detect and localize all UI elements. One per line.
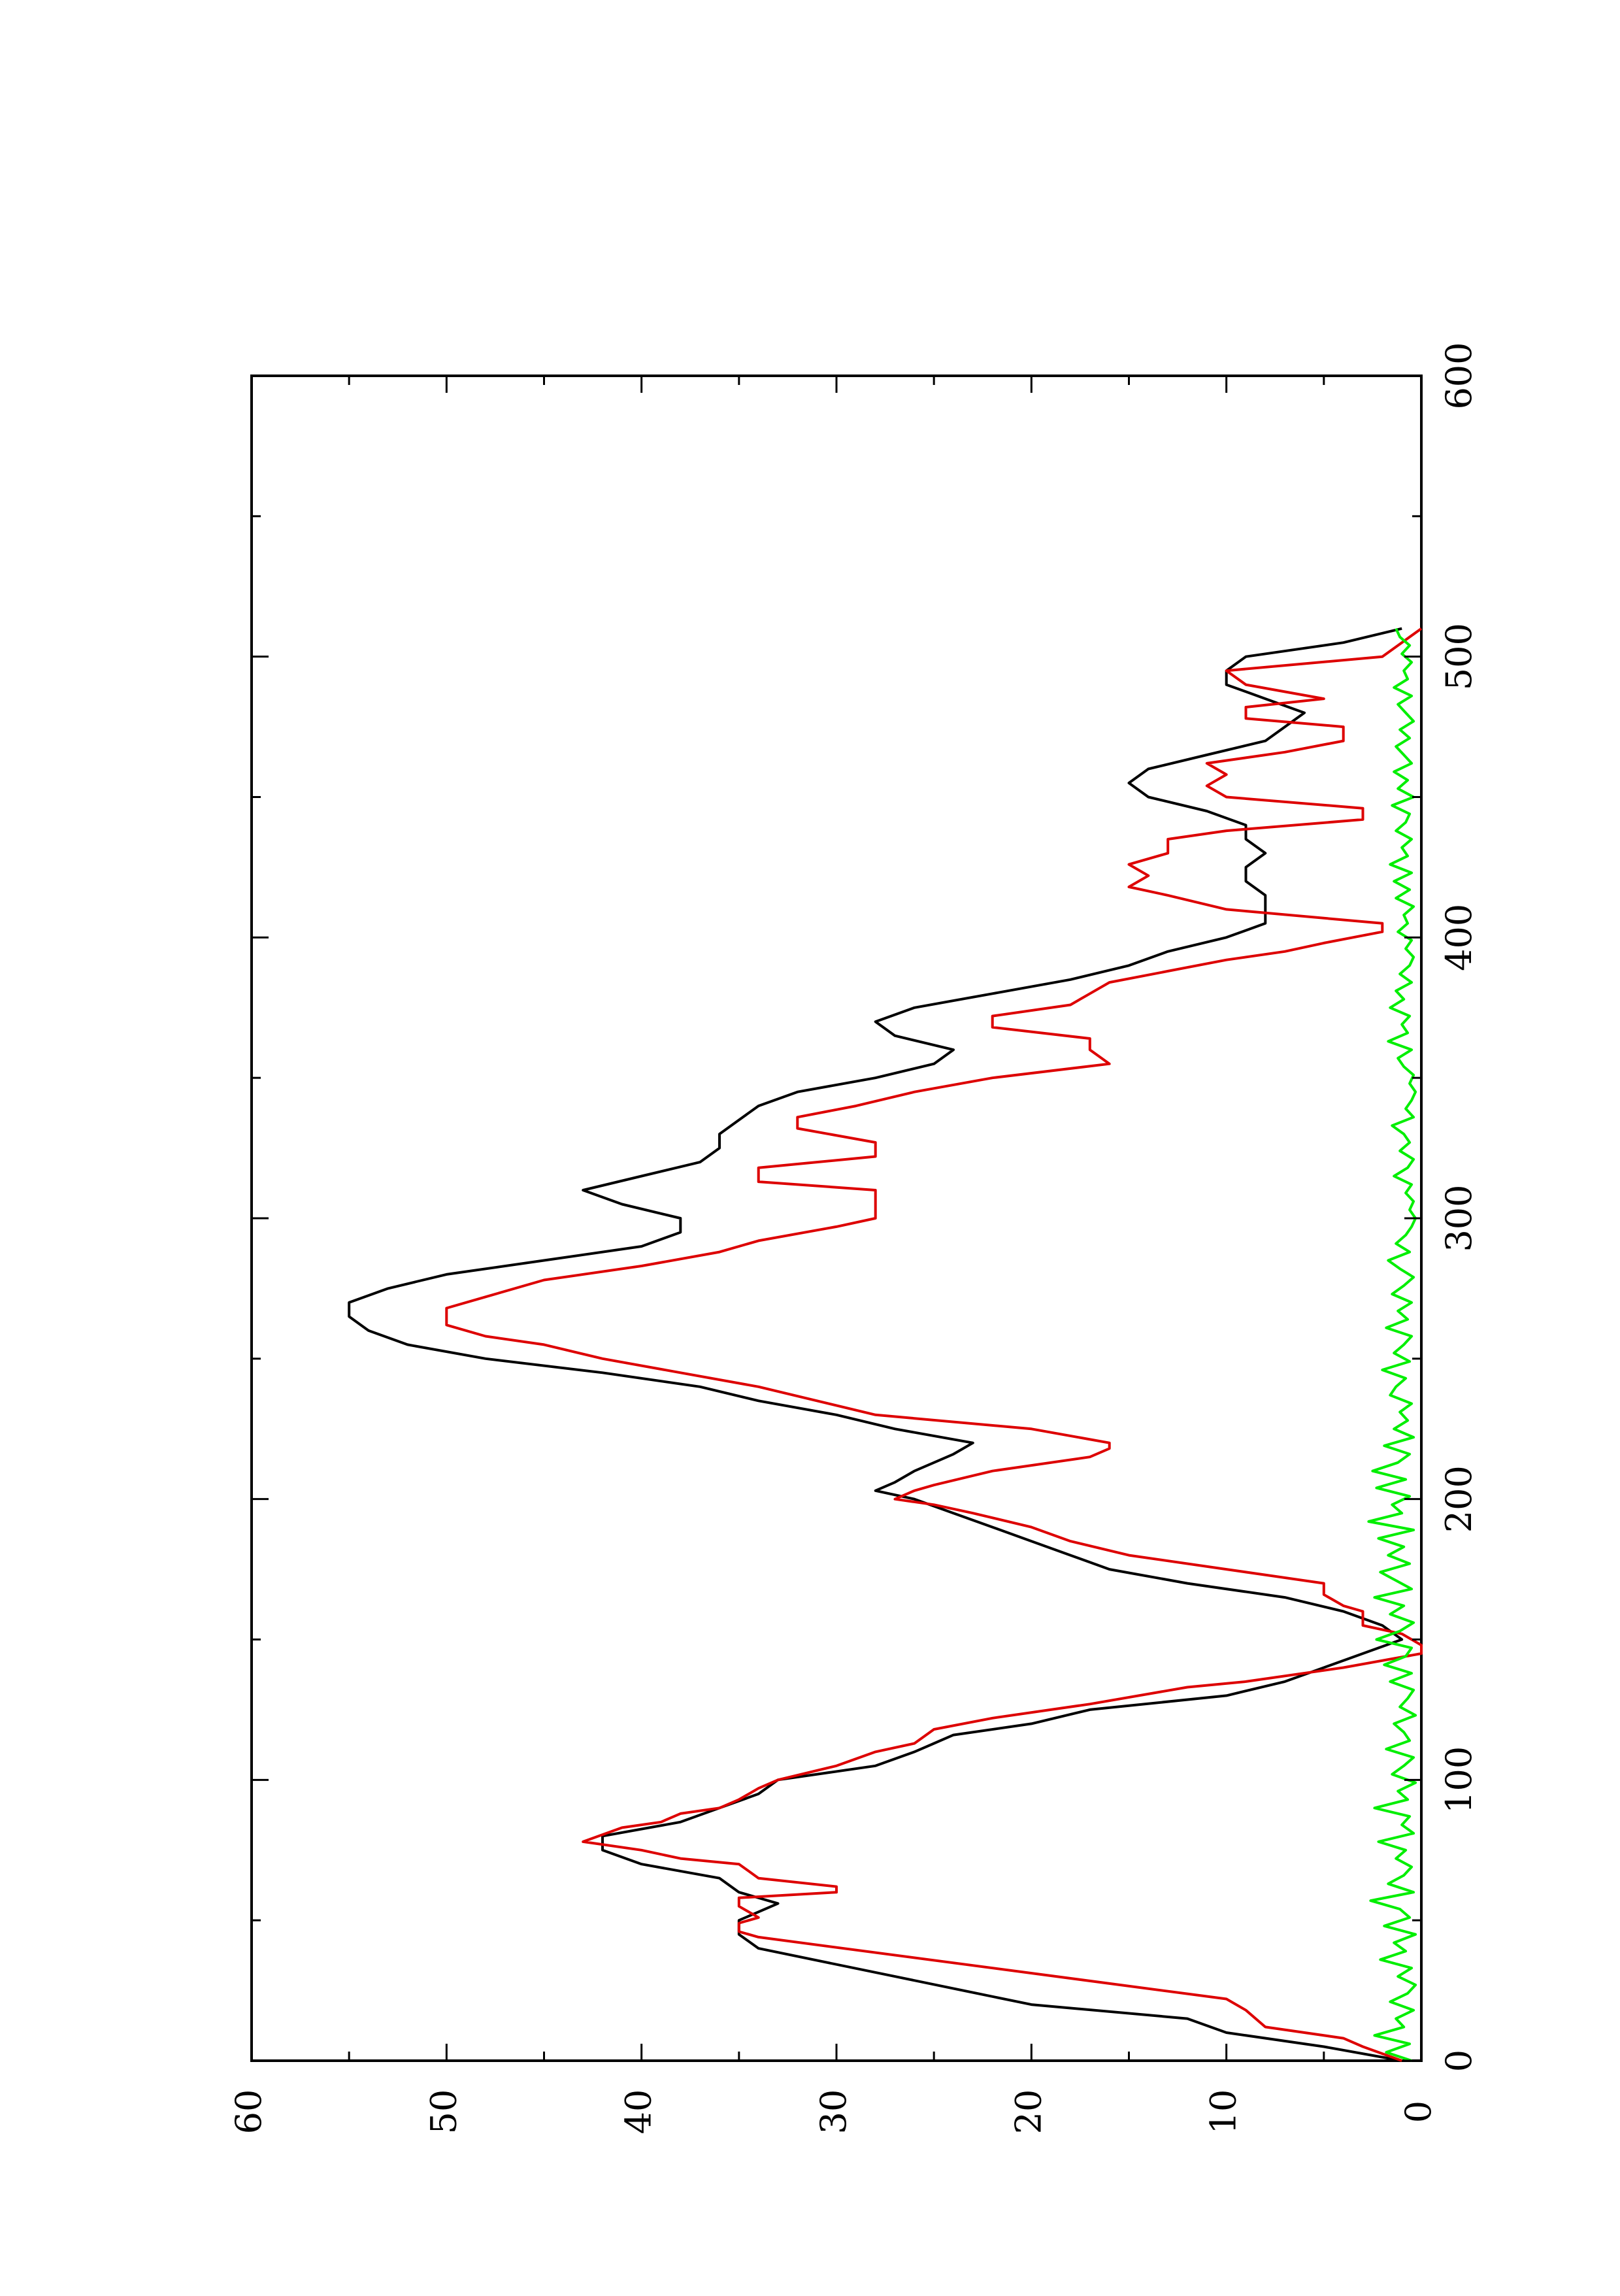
x-tick-label: 600 (1438, 342, 1479, 409)
series-line-green (1367, 627, 1417, 2062)
series-line-red (445, 627, 1423, 2062)
series-layer (348, 627, 1423, 2062)
y-tick-label: 60 (228, 2089, 269, 2135)
x-tick-label: 100 (1438, 1746, 1479, 1814)
series-line-black (348, 627, 1404, 2062)
tick-labels-layer: 0 100 200 300 400 500 600 0 10 20 30 40 50 60 (228, 342, 1479, 2134)
x-tick-label: 0 (1438, 2050, 1479, 2072)
plot-frame (250, 374, 1423, 2062)
plot-area (250, 374, 1423, 2062)
ticks-layer (250, 374, 1423, 2062)
x-tick-label: 500 (1438, 623, 1479, 690)
y-tick-label: 30 (813, 2089, 854, 2135)
y-tick-label: 20 (1008, 2089, 1049, 2135)
x-tick-label: 400 (1438, 904, 1479, 971)
y-tick-label: 0 (1398, 2101, 1439, 2123)
y-tick-label: 10 (1203, 2089, 1244, 2135)
x-tick-label: 300 (1438, 1184, 1479, 1252)
y-tick-label: 40 (618, 2089, 659, 2135)
x-tick-label: 200 (1438, 1465, 1479, 1533)
y-tick-label: 50 (423, 2089, 464, 2135)
